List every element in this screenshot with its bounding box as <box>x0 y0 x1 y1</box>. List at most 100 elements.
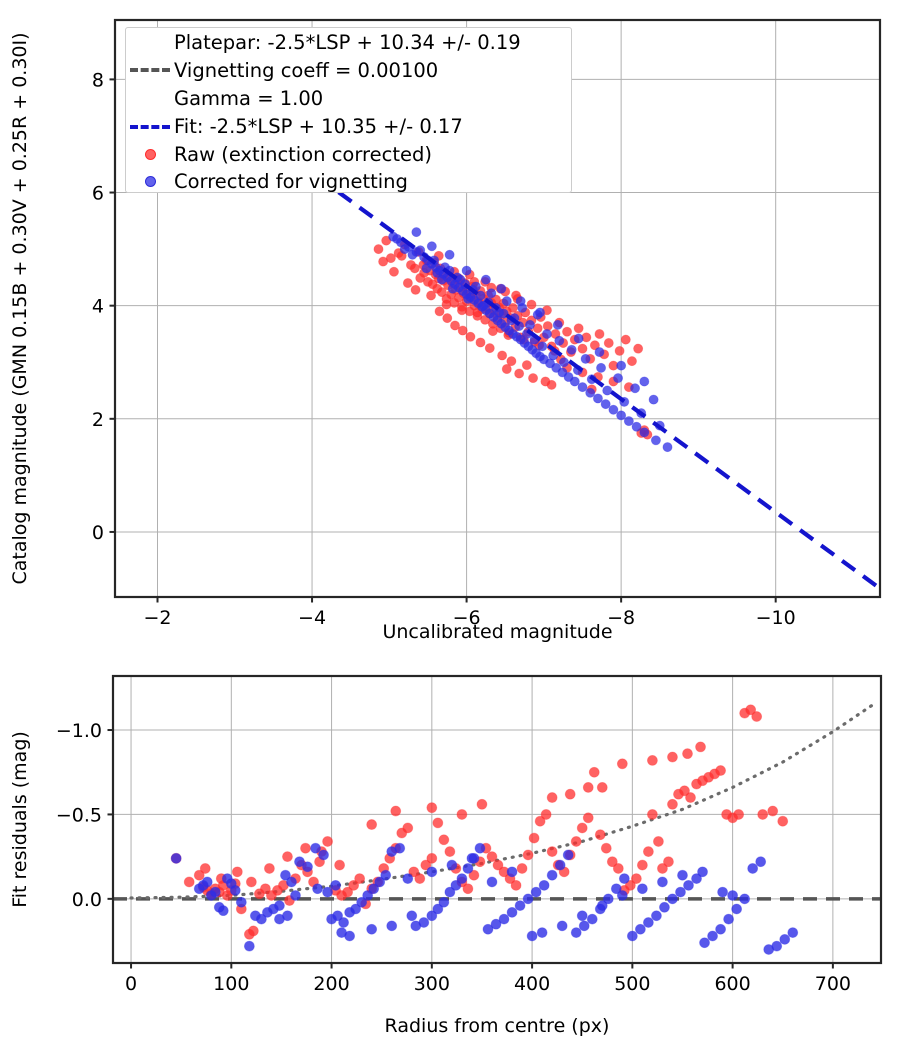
data-point <box>636 883 648 895</box>
data-point <box>399 244 410 255</box>
legend-label-gamma: Gamma = 1.00 <box>174 86 324 110</box>
series-corrected <box>170 842 799 955</box>
data-point <box>570 836 582 847</box>
data-point <box>715 765 726 776</box>
x-axis-label: Uncalibrated magnitude <box>382 621 612 643</box>
data-point <box>606 856 618 868</box>
data-point <box>438 834 450 846</box>
data-point <box>771 940 783 952</box>
data-point <box>506 906 518 918</box>
data-point <box>406 910 418 922</box>
data-point <box>626 930 638 942</box>
data-point <box>286 876 297 888</box>
data-point <box>573 323 584 334</box>
data-point <box>633 343 644 354</box>
legend-entry-platepar: Platepar: -2.5*LSP + 10.34 +/- 0.19 <box>126 28 571 56</box>
data-point <box>564 788 576 800</box>
legend[interactable]: Platepar: -2.5*LSP + 10.34 +/- 0.19 Vign… <box>125 27 572 193</box>
data-point <box>456 809 468 820</box>
data-point <box>608 404 619 415</box>
y-tick-label: 0.0 <box>72 889 102 911</box>
data-point <box>717 886 728 898</box>
data-point <box>386 920 398 932</box>
data-point <box>362 890 374 901</box>
legend-key-dashed-gray <box>126 68 174 72</box>
y-tick-label: −0.5 <box>56 804 102 826</box>
data-point <box>648 394 659 405</box>
data-point <box>528 373 539 384</box>
y-axis-label: Fit residuals (mag) <box>9 731 31 908</box>
data-point <box>420 859 432 871</box>
data-point <box>447 283 458 294</box>
data-point <box>663 856 674 868</box>
data-point <box>556 920 568 932</box>
data-point <box>344 930 356 942</box>
x-tick-label: 500 <box>614 973 650 995</box>
data-point <box>217 905 229 917</box>
data-point <box>624 879 636 891</box>
data-point <box>245 876 257 888</box>
data-point <box>578 920 590 932</box>
data-point <box>616 360 627 371</box>
data-point <box>193 869 205 881</box>
data-point <box>596 782 608 793</box>
data-point <box>588 766 600 778</box>
data-point <box>639 376 650 387</box>
data-point <box>442 313 453 324</box>
data-point <box>522 893 534 905</box>
data-point <box>385 253 396 264</box>
data-point <box>350 903 362 915</box>
data-point <box>747 863 759 874</box>
data-point <box>679 785 690 797</box>
fit-line <box>148 52 880 591</box>
y-tick-label: 6 <box>92 183 104 205</box>
legend-entry-vignetting-coeff: Vignetting coeff = 0.00100 <box>126 56 571 84</box>
data-point <box>378 256 389 267</box>
data-point <box>537 341 548 352</box>
data-point <box>538 879 550 891</box>
data-point <box>613 373 624 384</box>
red-dot-icon <box>144 149 156 160</box>
data-point <box>434 306 445 317</box>
data-point <box>468 869 480 881</box>
data-point <box>444 846 456 857</box>
legend-entry-fit: Fit: -2.5*LSP + 10.35 +/- 0.17 <box>126 112 571 141</box>
data-point <box>461 265 472 276</box>
data-point <box>280 869 291 881</box>
data-point <box>487 326 498 337</box>
x-tick-label: 0 <box>125 973 137 995</box>
data-point <box>569 376 580 387</box>
data-point <box>390 805 402 817</box>
data-point <box>475 290 486 301</box>
data-point <box>446 859 458 871</box>
data-point <box>616 890 628 901</box>
data-point <box>667 893 678 905</box>
data-point <box>201 876 213 888</box>
data-point <box>570 927 582 939</box>
data-point <box>455 274 466 285</box>
data-point <box>522 849 534 861</box>
data-point <box>541 328 552 339</box>
data-point <box>647 755 658 766</box>
data-point <box>332 910 343 922</box>
data-point <box>243 940 255 952</box>
data-point <box>589 340 600 351</box>
x-tick-label: −6 <box>453 607 481 629</box>
legend-key-dashed-blue <box>126 124 174 129</box>
legend-label-fit: Fit: -2.5*LSP + 10.35 +/- 0.17 <box>174 115 463 138</box>
data-point <box>421 263 432 274</box>
y-tick-label: 4 <box>92 296 104 318</box>
legend-entry-gamma: Gamma = 1.00 <box>126 84 571 112</box>
data-point <box>462 863 474 874</box>
x-tick-label: 100 <box>213 973 249 995</box>
data-point <box>526 930 538 942</box>
data-point <box>486 876 498 888</box>
data-point <box>647 809 658 820</box>
data-point <box>675 886 686 898</box>
data-point <box>546 846 558 857</box>
data-point <box>630 383 641 394</box>
data-point <box>394 842 406 854</box>
x-tick-label: 700 <box>815 973 851 995</box>
axes-frame <box>111 674 883 965</box>
legend-key-dot-blue <box>126 175 174 187</box>
